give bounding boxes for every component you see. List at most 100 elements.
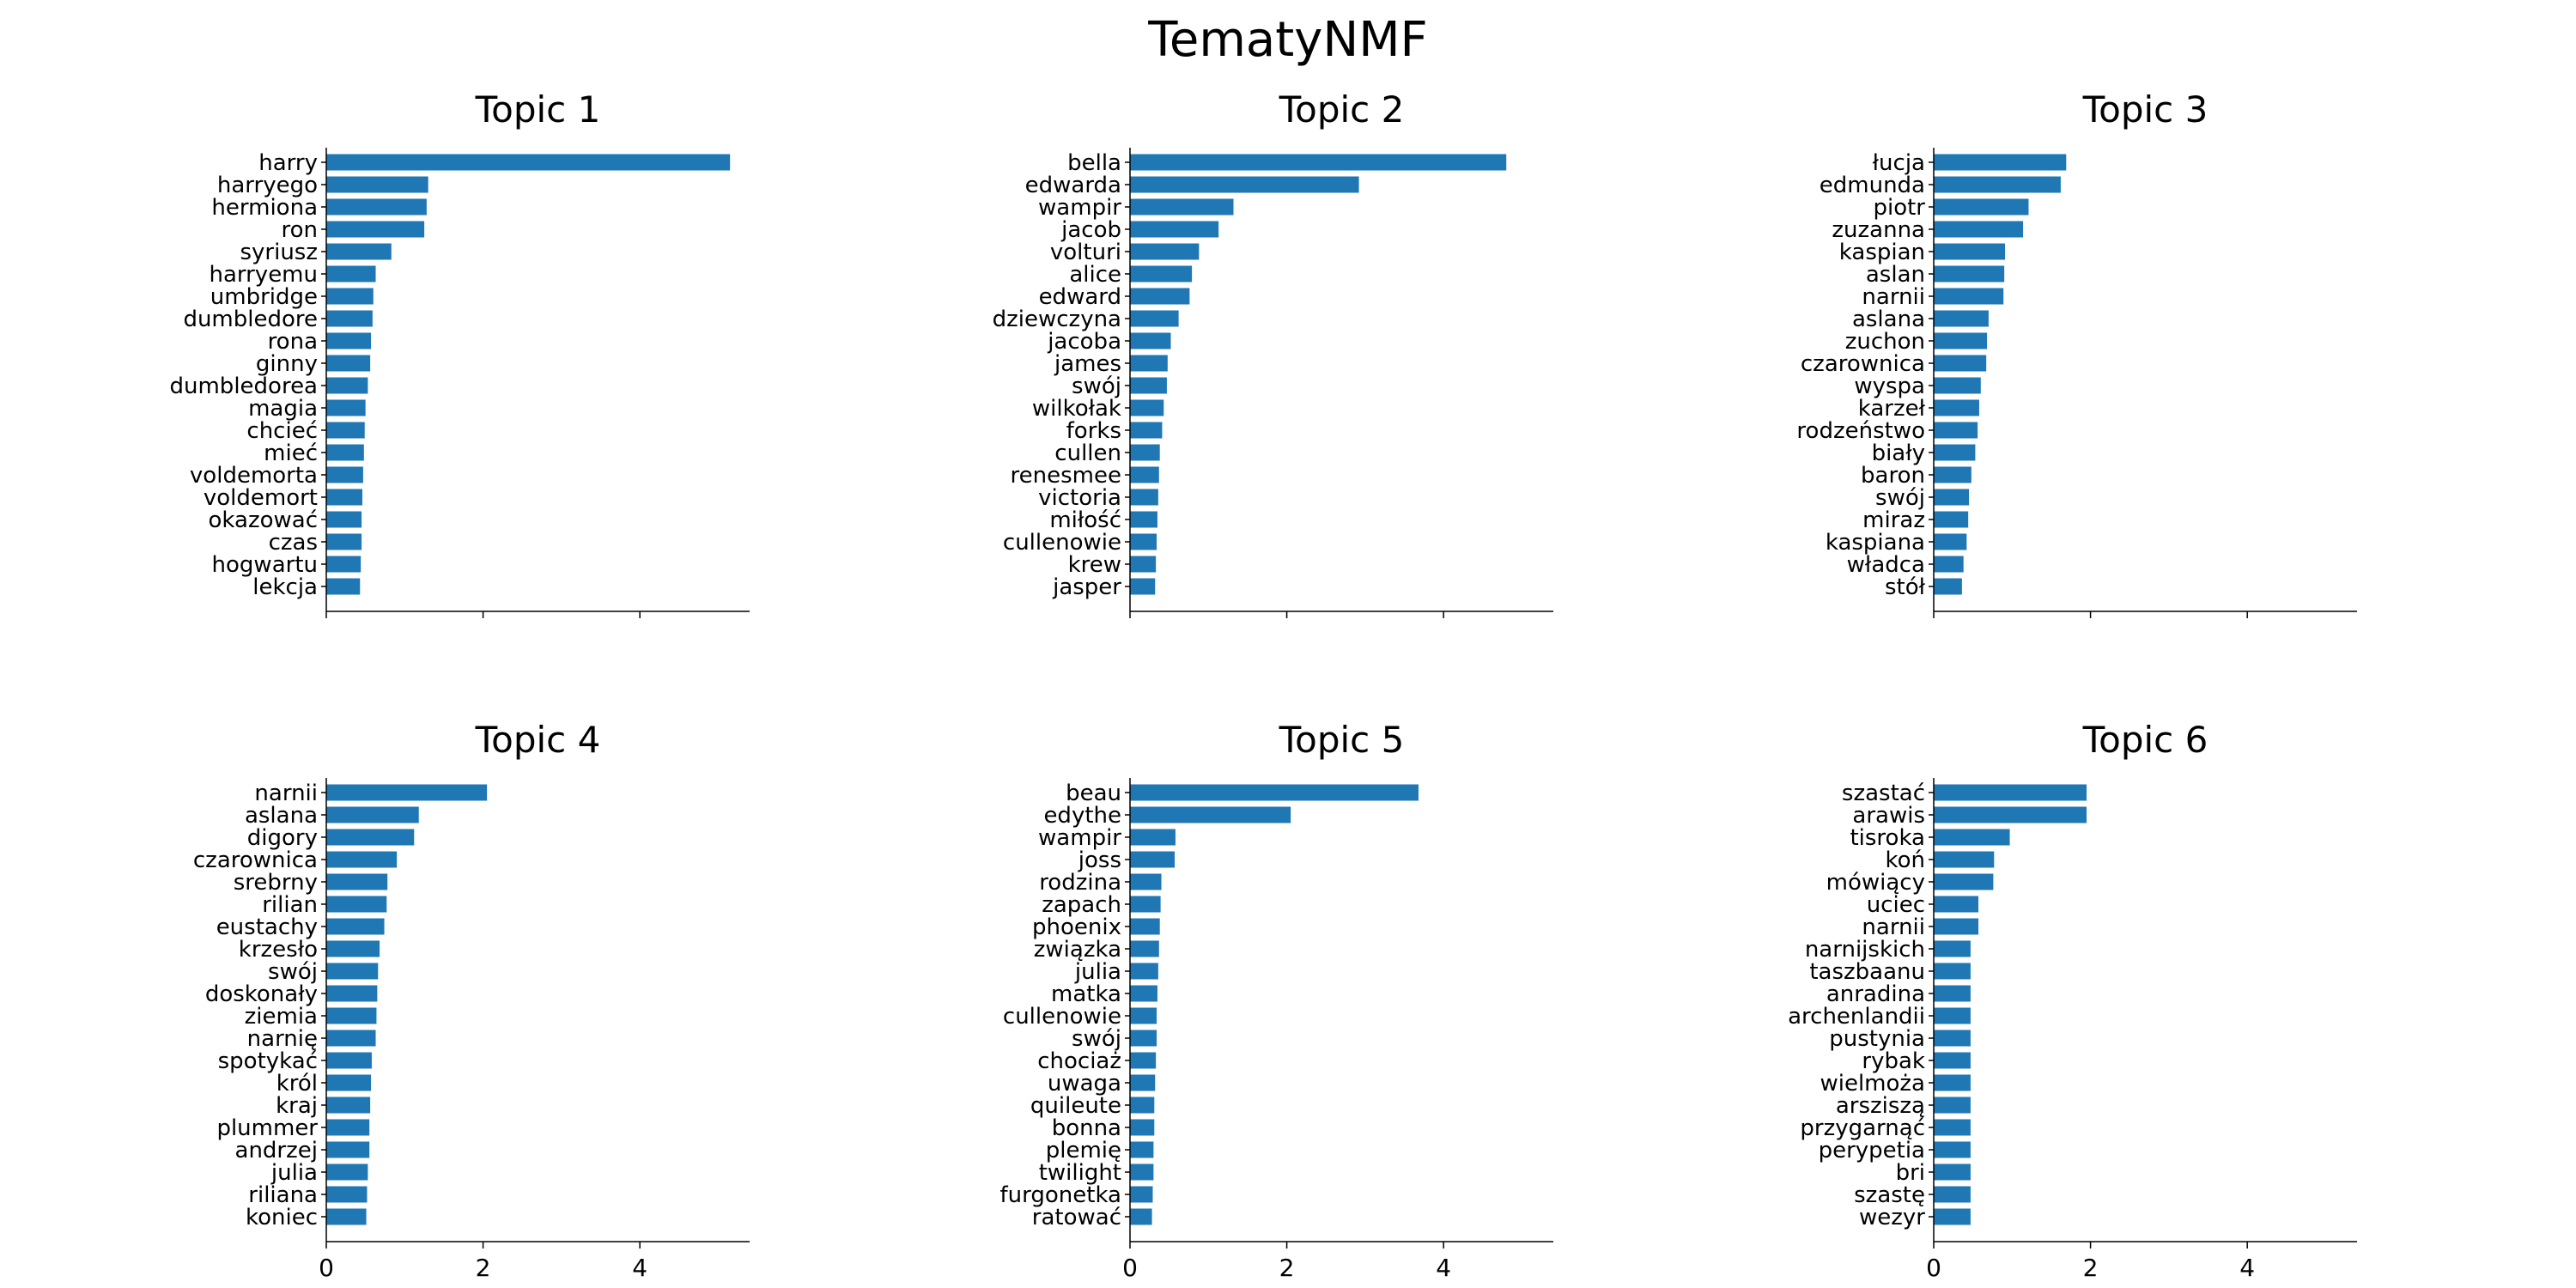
category-label: kaspian bbox=[1839, 240, 1925, 265]
category-label: zapach bbox=[1042, 892, 1121, 918]
bar bbox=[326, 806, 419, 823]
category-label: rodzeństwo bbox=[1796, 418, 1925, 444]
category-label: edythe bbox=[1043, 803, 1121, 829]
bar bbox=[326, 489, 362, 506]
chart-title: Topic 2 bbox=[1279, 88, 1405, 131]
bar bbox=[1130, 1007, 1157, 1024]
category-label: dziewczyna bbox=[993, 307, 1121, 332]
category-label: ziemia bbox=[245, 1004, 318, 1030]
category-label: twilight bbox=[1039, 1160, 1121, 1186]
bar bbox=[326, 1141, 370, 1158]
bar bbox=[1130, 533, 1157, 550]
category-label: wampir bbox=[1038, 195, 1121, 221]
bar bbox=[1130, 873, 1162, 890]
category-label: karzeł bbox=[1858, 396, 1926, 422]
bar bbox=[326, 310, 373, 327]
category-label: plemię bbox=[1046, 1138, 1121, 1163]
bar bbox=[326, 1186, 368, 1203]
bar bbox=[326, 466, 363, 483]
category-label: łucja bbox=[1873, 150, 1925, 176]
category-label: hermiona bbox=[211, 195, 318, 221]
bar bbox=[326, 288, 374, 305]
bar bbox=[1130, 784, 1419, 801]
bar bbox=[1934, 1007, 1971, 1024]
category-label: koń bbox=[1885, 848, 1925, 873]
bar bbox=[326, 1119, 370, 1136]
category-label: zuchon bbox=[1845, 329, 1925, 355]
bar bbox=[1934, 1208, 1971, 1225]
category-label: harry bbox=[258, 150, 318, 176]
category-label: aslana bbox=[245, 803, 318, 829]
bar bbox=[1130, 940, 1159, 957]
category-label: srebrny bbox=[234, 870, 318, 896]
category-label: chcieć bbox=[246, 418, 318, 444]
category-label: riliana bbox=[248, 1182, 318, 1208]
bar bbox=[326, 377, 368, 394]
bar bbox=[1934, 221, 2024, 238]
category-label: bella bbox=[1067, 150, 1121, 176]
bar bbox=[1130, 243, 1200, 260]
bar bbox=[1130, 1119, 1155, 1136]
bar bbox=[1934, 198, 2029, 216]
bar bbox=[326, 176, 428, 193]
bar bbox=[1934, 1141, 1971, 1158]
bar bbox=[1934, 1186, 1971, 1203]
bar bbox=[326, 918, 385, 935]
bar bbox=[1130, 1163, 1154, 1181]
category-label: miłość bbox=[1049, 507, 1121, 533]
bar bbox=[326, 511, 362, 528]
bar bbox=[1934, 1163, 1971, 1181]
bar bbox=[1934, 444, 1976, 461]
category-label: julia bbox=[1074, 959, 1121, 985]
bar bbox=[1130, 851, 1176, 868]
bar bbox=[326, 1097, 371, 1114]
category-label: perypetia bbox=[1819, 1138, 1925, 1163]
category-label: szastać bbox=[1842, 781, 1925, 806]
bar bbox=[1130, 556, 1157, 573]
bar bbox=[1130, 1052, 1157, 1069]
category-label: narnijskich bbox=[1805, 937, 1925, 963]
category-label: swój bbox=[268, 959, 318, 985]
bar bbox=[1934, 940, 1971, 957]
category-label: aslana bbox=[1852, 307, 1925, 332]
category-label: pustynia bbox=[1829, 1026, 1925, 1052]
bar bbox=[1934, 918, 1979, 935]
bar bbox=[1934, 355, 1987, 372]
category-label: plummer bbox=[216, 1115, 318, 1141]
bar bbox=[326, 963, 379, 980]
bar bbox=[1130, 154, 1507, 171]
bar bbox=[1934, 511, 1969, 528]
bar bbox=[326, 533, 362, 550]
bar bbox=[1130, 1030, 1157, 1047]
bar bbox=[1934, 784, 2087, 801]
bar bbox=[1934, 1097, 1971, 1114]
category-label: czarownica bbox=[1801, 351, 1925, 377]
category-label: swój bbox=[1072, 1026, 1121, 1052]
category-label: edmunda bbox=[1820, 173, 1925, 198]
category-label: anradina bbox=[1826, 981, 1925, 1007]
bar bbox=[326, 784, 488, 801]
category-label: związka bbox=[1034, 937, 1121, 963]
category-label: król bbox=[276, 1071, 318, 1097]
bar bbox=[1934, 176, 2061, 193]
bar bbox=[1130, 444, 1160, 461]
x-tick-label: 2 bbox=[476, 1254, 491, 1282]
category-label: biały bbox=[1872, 440, 1925, 466]
chart-title: Topic 3 bbox=[2082, 88, 2208, 131]
category-label: dumbledore bbox=[183, 307, 318, 332]
bar bbox=[1934, 1030, 1971, 1047]
bar bbox=[326, 399, 366, 416]
bar bbox=[1130, 422, 1163, 439]
bar bbox=[326, 332, 372, 349]
bar bbox=[1934, 154, 2067, 171]
category-label: ron bbox=[281, 217, 318, 243]
category-label: renesmee bbox=[1011, 463, 1121, 489]
category-label: czarownica bbox=[193, 848, 318, 873]
bar bbox=[1130, 985, 1157, 1002]
category-label: harryemu bbox=[209, 262, 318, 288]
bar bbox=[1934, 243, 2006, 260]
bar bbox=[1130, 198, 1234, 216]
category-label: narnii bbox=[1862, 914, 1925, 940]
bar bbox=[326, 154, 731, 171]
